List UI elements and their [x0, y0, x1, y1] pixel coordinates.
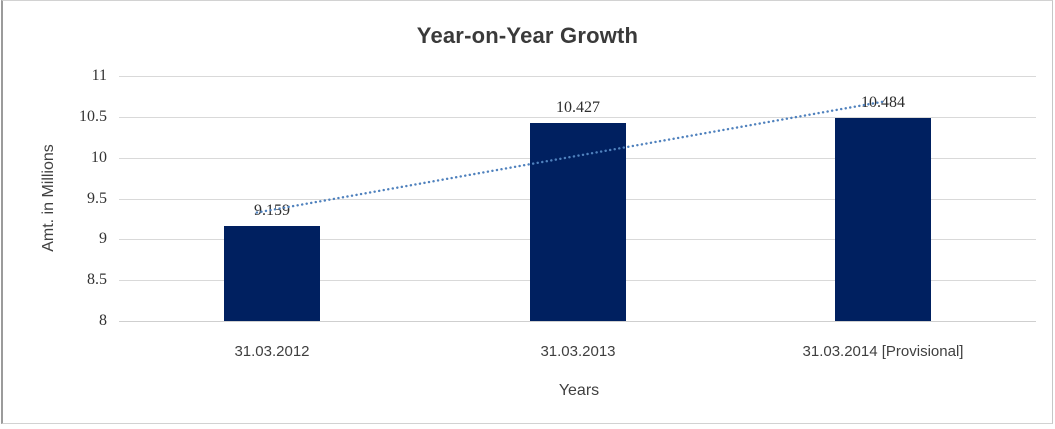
x-axis-title: Years	[558, 382, 600, 399]
x-tick-label: 31.03.2012	[234, 343, 310, 360]
y-tick-label: 8	[99, 312, 107, 329]
bar-value-label: 10.427	[556, 99, 600, 116]
bar	[224, 226, 320, 321]
bar-value-label: 10.484	[861, 94, 905, 111]
y-tick-label: 8.5	[87, 271, 107, 288]
bar-value-label: 9.159	[254, 202, 290, 219]
x-tick-label: 31.03.2014 [Provisional]	[802, 343, 964, 360]
bar	[835, 118, 931, 321]
y-tick-label: 10.5	[79, 108, 107, 125]
x-axis-line	[119, 321, 1036, 322]
y-tick-label: 10	[91, 149, 107, 166]
gridline	[119, 76, 1036, 77]
chart-title: Year-on-Year Growth	[416, 23, 639, 48]
y-tick-label: 9	[99, 230, 107, 247]
y-tick-label: 11	[91, 67, 107, 84]
bar	[530, 123, 626, 321]
y-tick-label: 9.5	[87, 190, 107, 207]
x-tick-label: 31.03.2013	[540, 343, 616, 360]
